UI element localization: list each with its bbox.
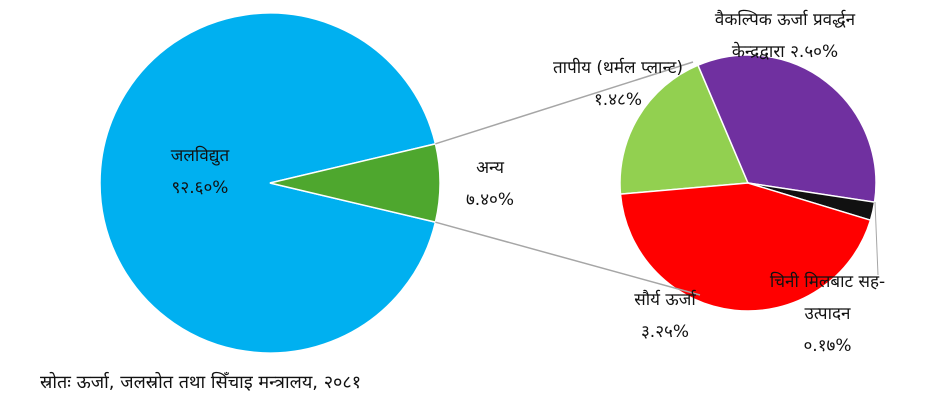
category-label: सौर्य ऊर्जा bbox=[634, 290, 696, 310]
pie-slice bbox=[619, 182, 872, 312]
pie-slice bbox=[269, 142, 441, 224]
label: तापीय (थर्मल प्लान्ट) १.४८% bbox=[548, 52, 688, 116]
label: जलविद्युत ९२.६०% bbox=[130, 140, 270, 204]
value-label: ९२.६०% bbox=[171, 178, 229, 198]
leader bbox=[874, 201, 879, 276]
source: स्रोतः ऊर्जा, जलस्रोत तथा सिँचाइ मन्त्रा… bbox=[40, 372, 362, 393]
pie-slice bbox=[99, 12, 437, 354]
label: चिनी मिलबाट सह-उत्पादन ०.१७% bbox=[765, 266, 890, 362]
label: वैकल्पिक ऊर्जा प्रवर्द्धन केन्द्रद्वारा … bbox=[690, 4, 880, 68]
category-label: जलविद्युत bbox=[170, 146, 230, 166]
value-label: ७.४०% bbox=[465, 190, 515, 210]
pie-slice bbox=[619, 64, 750, 195]
category-label: चिनी मिलबाट सह-उत्पादन bbox=[769, 272, 886, 324]
category-label: तापीय (थर्मल प्लान्ट) bbox=[552, 58, 684, 78]
connector bbox=[435, 61, 694, 145]
connector bbox=[435, 221, 701, 296]
value-label: ३.२५% bbox=[640, 322, 690, 342]
value-label: ०.१७% bbox=[803, 336, 852, 356]
value-label: १.४८% bbox=[593, 90, 643, 110]
category-label: अन्य bbox=[476, 158, 504, 178]
label: अन्य ७.४०% bbox=[440, 152, 540, 216]
pie-slice bbox=[697, 54, 877, 204]
value-label: २.५०% bbox=[790, 42, 839, 62]
category-label: वैकल्पिक ऊर्जा प्रवर्द्धन केन्द्रद्वारा bbox=[714, 10, 856, 62]
label: सौर्य ऊर्जा ३.२५% bbox=[610, 284, 720, 348]
